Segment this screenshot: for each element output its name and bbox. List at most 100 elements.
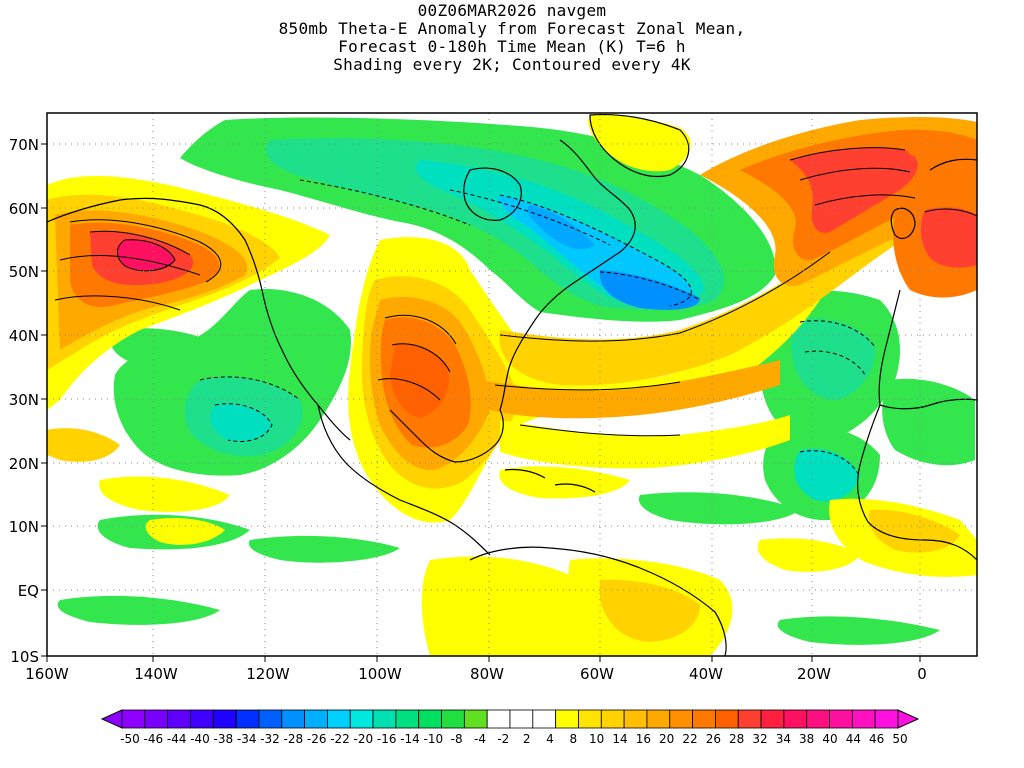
lon-label: 140W bbox=[134, 665, 178, 683]
colorbar-swatch bbox=[806, 709, 830, 729]
colorbar-swatch bbox=[395, 709, 420, 729]
colorbar-label: -10 bbox=[424, 732, 444, 746]
colorbar-swatch bbox=[235, 709, 260, 729]
colorbar: -50 -46 -44 -40 -38 -34 -32 -28 -26 -22 -20 -16 -14-… bbox=[100, 709, 920, 746]
longitude-labels: 160W 140W 120W 100W 80W 60W 40W 20W 0 bbox=[25, 665, 927, 683]
colorbar-swatch bbox=[737, 709, 762, 729]
lon-label: 80W bbox=[470, 665, 504, 683]
lat-label: 30N bbox=[9, 391, 39, 409]
colorbar-label: -26 bbox=[307, 732, 327, 746]
lat-label: 10S bbox=[10, 648, 39, 666]
title-line-2: 850mb Theta-E Anomaly from Forecast Zona… bbox=[278, 19, 746, 38]
colorbar-swatch bbox=[600, 709, 625, 729]
colorbar-label: -14 bbox=[400, 732, 420, 746]
title-line-1: 00Z06MAR2026 navgem bbox=[417, 1, 607, 20]
colorbar-swatch bbox=[715, 709, 739, 729]
colorbar-label: -38 bbox=[214, 732, 234, 746]
colorbar-label: -8 bbox=[451, 732, 463, 746]
colorbar-label: 50 bbox=[892, 732, 907, 746]
colorbar-swatch bbox=[783, 709, 808, 729]
colorbar-label: -40 bbox=[190, 732, 210, 746]
colorbar-swatch bbox=[669, 709, 693, 729]
lon-label: 0 bbox=[917, 665, 927, 683]
colorbar-swatch bbox=[349, 709, 374, 729]
lon-label: 100W bbox=[358, 665, 402, 683]
colorbar-swatch bbox=[851, 709, 876, 729]
colorbar-swatch bbox=[281, 709, 305, 729]
colorbar-label: 14 bbox=[612, 732, 627, 746]
colorbar-swatch bbox=[509, 709, 534, 729]
colorbar-label: -28 bbox=[284, 732, 304, 746]
lat-label: 60N bbox=[9, 200, 39, 218]
colorbar-swatch bbox=[555, 709, 579, 729]
colorbar-label: 20 bbox=[659, 732, 674, 746]
colorbar-label: 16 bbox=[636, 732, 651, 746]
colorbar-label: 28 bbox=[729, 732, 744, 746]
colorbar-label: 10 bbox=[589, 732, 604, 746]
colorbar-max-arrow bbox=[897, 709, 920, 729]
negative-anomaly-shading bbox=[57, 117, 975, 645]
map-plot-area bbox=[47, 113, 977, 656]
lat-label: 10N bbox=[9, 518, 39, 536]
colorbar-swatch bbox=[304, 709, 328, 729]
colorbar-label: 8 bbox=[570, 732, 578, 746]
colorbar-label: -44 bbox=[167, 732, 187, 746]
colorbar-swatch bbox=[760, 709, 785, 729]
graticule bbox=[47, 113, 977, 656]
lon-label: 40W bbox=[689, 665, 723, 683]
colorbar-label: -32 bbox=[260, 732, 280, 746]
colorbar-min-arrow bbox=[100, 709, 123, 729]
colorbar-label: -4 bbox=[474, 732, 486, 746]
positive-anomaly-shading bbox=[47, 114, 977, 656]
colorbar-label: 22 bbox=[682, 732, 697, 746]
lat-label: 50N bbox=[9, 263, 39, 281]
anomaly-contours bbox=[54, 147, 977, 437]
colorbar-swatch bbox=[441, 709, 465, 729]
colorbar-swatch bbox=[144, 709, 169, 729]
lat-label: 20N bbox=[9, 455, 39, 473]
colorbar-label: 44 bbox=[846, 732, 861, 746]
colorbar-swatch bbox=[486, 709, 511, 729]
lat-label: EQ bbox=[18, 582, 39, 600]
colorbar-swatch bbox=[623, 709, 648, 729]
colorbar-swatch bbox=[463, 709, 488, 729]
colorbar-swatch bbox=[874, 709, 899, 729]
lon-label: 60W bbox=[580, 665, 614, 683]
colorbar-swatch bbox=[692, 709, 716, 729]
colorbar-label: -50 bbox=[120, 732, 140, 746]
colorbar-swatch bbox=[258, 709, 283, 729]
colorbar-label: 38 bbox=[799, 732, 814, 746]
colorbar-label: -34 bbox=[237, 732, 257, 746]
lon-label: 120W bbox=[246, 665, 290, 683]
colorbar-label: 40 bbox=[822, 732, 837, 746]
title-line-4: Shading every 2K; Contoured every 4K bbox=[333, 55, 691, 74]
colorbar-swatch bbox=[829, 709, 853, 729]
colorbar-swatch bbox=[418, 709, 442, 729]
colorbar-label: -16 bbox=[377, 732, 397, 746]
colorbar-label: 46 bbox=[869, 732, 884, 746]
colorbar-label: 4 bbox=[546, 732, 554, 746]
lon-label: 20W bbox=[797, 665, 831, 683]
colorbar-label: -20 bbox=[354, 732, 374, 746]
latitude-labels: 70N 60N 50N 40N 30N 20N 10N EQ 10S bbox=[9, 136, 39, 666]
colorbar-label: -2 bbox=[497, 732, 509, 746]
lat-label: 40N bbox=[9, 327, 39, 345]
map-title: 00Z06MAR2026 navgem 850mb Theta-E Anomal… bbox=[0, 2, 1024, 74]
colorbar-swatch bbox=[532, 709, 557, 729]
colorbar-label: 32 bbox=[752, 732, 767, 746]
negative-contours bbox=[199, 179, 876, 478]
colorbar-label: -22 bbox=[330, 732, 350, 746]
colorbar-label: 2 bbox=[523, 732, 531, 746]
colorbar-swatch bbox=[327, 709, 351, 729]
axis-ticks bbox=[41, 143, 921, 662]
colorbar-swatch bbox=[578, 709, 602, 729]
lon-label: 160W bbox=[25, 665, 69, 683]
colorbar-label: -46 bbox=[144, 732, 164, 746]
map-frame bbox=[46, 112, 978, 657]
colorbar-swatch bbox=[167, 709, 191, 729]
colorbar-swatch bbox=[372, 709, 397, 729]
colorbar-swatch bbox=[212, 709, 237, 729]
colorbar-label: 34 bbox=[776, 732, 791, 746]
colorbar-swatch bbox=[190, 709, 214, 729]
